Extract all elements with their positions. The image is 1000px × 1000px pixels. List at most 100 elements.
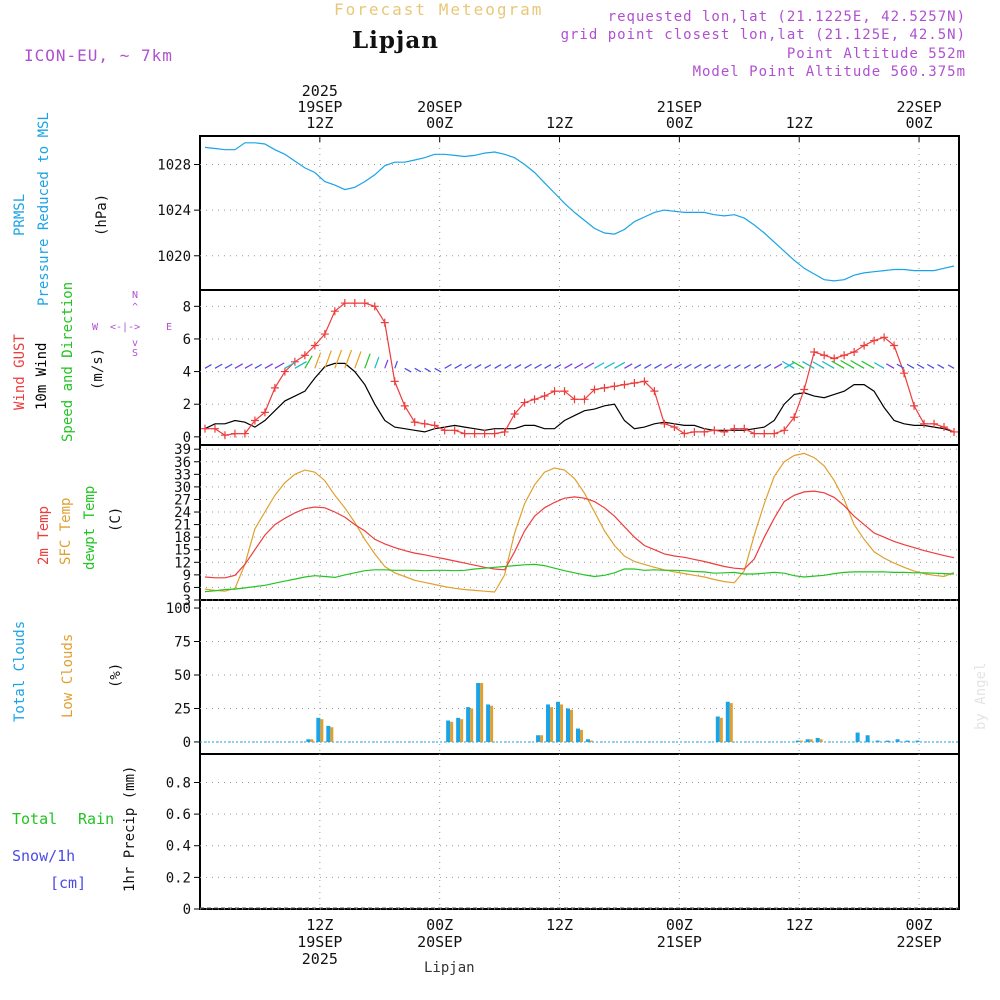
precip-labels: Total Rain Snow/1h [cm] 1hr Precip (mm) xyxy=(12,766,138,892)
bottom-axis-tick-label: 00Z xyxy=(426,916,453,934)
compass-arrows: <-|-> xyxy=(110,322,140,333)
gust-marker xyxy=(830,354,839,363)
gust-marker xyxy=(380,318,389,327)
compass-rose: N ^ W <-|-> E v S xyxy=(92,290,172,359)
total-clouds-bar xyxy=(556,701,561,742)
total-clouds-bar xyxy=(875,740,880,742)
gust-marker xyxy=(600,383,609,392)
compass-e: E xyxy=(166,322,172,333)
top-axis-tick-label: 00Z xyxy=(906,114,933,132)
clouds-axis-tick-label: 0 xyxy=(183,735,191,751)
wind-direction-arrow xyxy=(861,360,875,369)
wind-direction-arrow xyxy=(354,351,362,369)
gust-marker xyxy=(320,330,329,339)
wind-direction-arrow xyxy=(634,364,642,369)
gust-marker xyxy=(280,367,289,376)
gust-marker xyxy=(400,401,409,410)
top-axis-tick-label: 12Z xyxy=(546,114,573,132)
gust-marker xyxy=(230,429,239,438)
total-clouds-bar xyxy=(316,717,321,742)
gust-marker xyxy=(880,333,889,342)
gust-marker xyxy=(760,429,769,438)
gust-marker xyxy=(680,429,689,438)
wind-direction-arrow xyxy=(424,367,431,373)
compass-arrow-down: v xyxy=(132,338,138,349)
wind-direction-arrow xyxy=(504,364,512,369)
gust-marker xyxy=(330,307,339,316)
sfc-temp-line xyxy=(204,452,955,593)
wind-direction-arrow xyxy=(906,363,915,369)
temp-axis-tick-label: 30 xyxy=(174,480,191,496)
wind-direction-arrow xyxy=(654,363,662,369)
gust-marker xyxy=(360,299,369,308)
wind-direction-arrow xyxy=(464,363,472,369)
wind-direction-arrow xyxy=(224,363,233,369)
gust-marker xyxy=(720,427,729,436)
total-clouds-bar xyxy=(566,708,571,742)
low-clouds-bar xyxy=(580,729,583,742)
model-label: ICON-EU, ~ 7km xyxy=(24,46,173,65)
wind-direction-arrow xyxy=(594,362,605,369)
top-axis-tick-label: 12Z xyxy=(306,114,333,132)
total-clouds-bar xyxy=(905,740,910,742)
gust-marker xyxy=(860,341,869,350)
gust-marker xyxy=(700,427,709,436)
compass-w: W xyxy=(92,322,99,333)
gust-marker xyxy=(580,395,589,404)
prmsl-label: PRMSL xyxy=(12,194,28,236)
wind-direction-arrow xyxy=(544,364,552,369)
pressure-axis-tick-label: 1024 xyxy=(157,203,191,219)
wind-direction-arrow xyxy=(484,364,492,369)
wind-direction-arrow xyxy=(733,364,741,369)
gust-marker xyxy=(520,398,529,407)
top-axis-tick-label: 12Z xyxy=(786,114,813,132)
low-clouds-bar xyxy=(490,705,494,742)
wind-direction-arrow xyxy=(664,363,673,369)
wind-direction-arrow xyxy=(274,362,285,369)
total-clouds-bar xyxy=(865,735,870,742)
low-clouds-bar xyxy=(460,719,464,742)
bottom-axis-tick-label: 12Z xyxy=(306,916,333,934)
bottom-axis-tick-label: 12Z xyxy=(786,916,813,934)
compass-arrow-up: ^ xyxy=(132,302,138,313)
pressure-axis-tick-label: 1028 xyxy=(157,158,191,174)
gust-marker xyxy=(570,395,579,404)
panel-frame-2 xyxy=(199,444,960,601)
wind-direction-arrow xyxy=(564,363,573,369)
gust-marker xyxy=(930,419,939,428)
bottom-axis-tick-label: 00Z xyxy=(906,916,933,934)
wind-direction-arrow xyxy=(254,363,262,369)
temp-axis-tick-label: 24 xyxy=(174,505,191,521)
wind-direction-arrow xyxy=(850,359,865,369)
gust-marker xyxy=(220,431,229,440)
top-axis-tick-label: 20SEP xyxy=(417,98,462,116)
temp-axis-tick-label: 12 xyxy=(174,555,191,571)
bottom-axis-tick-label: 19SEP xyxy=(297,933,342,951)
gust-marker xyxy=(300,351,309,360)
wind-direction-arrow xyxy=(724,364,731,369)
low-clouds-bar xyxy=(470,708,474,742)
total-clouds-bar xyxy=(585,739,590,742)
gust-marker xyxy=(210,424,219,433)
wind-direction-arrow xyxy=(753,364,762,369)
model-altitude: Model Point Altitude 560.375m xyxy=(692,64,966,80)
gust-marker xyxy=(500,427,509,436)
total-clouds-bar xyxy=(795,740,800,742)
product-title: Forecast Meteogram xyxy=(334,0,544,19)
wind-direction-arrow xyxy=(344,349,353,369)
gust-marker xyxy=(910,401,919,410)
wind-direction-arrow xyxy=(334,349,343,369)
top-axis-tick-label: 21SEP xyxy=(657,98,702,116)
wind-direction-arrow xyxy=(574,362,584,369)
gust-marker xyxy=(730,424,739,433)
gust-marker xyxy=(630,379,639,387)
clouds-axis-tick-label: 75 xyxy=(174,635,191,651)
bottom-axis-tick-label: 00Z xyxy=(666,916,693,934)
precip-axis-tick-label: 0.4 xyxy=(166,839,191,855)
pressure-line xyxy=(204,142,955,282)
temp-axis-tick-label: 33 xyxy=(174,467,191,483)
gust-marker xyxy=(560,387,569,396)
wind-direction-arrow xyxy=(244,363,253,369)
